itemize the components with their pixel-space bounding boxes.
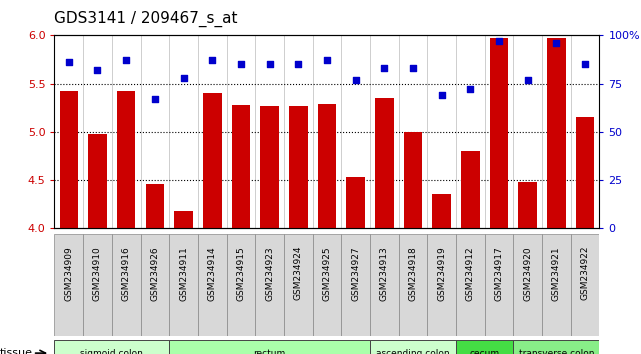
Bar [174, 211, 193, 228]
Bar [140, 234, 169, 336]
Point [408, 65, 418, 71]
Text: GSM234912: GSM234912 [466, 246, 475, 301]
Bar [346, 177, 365, 228]
Bar [284, 234, 313, 336]
Text: GSM234909: GSM234909 [64, 246, 73, 301]
Text: GSM234915: GSM234915 [237, 246, 246, 301]
Bar [54, 340, 169, 354]
Text: GSM234925: GSM234925 [322, 246, 331, 301]
Bar [169, 234, 198, 336]
Bar [313, 234, 341, 336]
Bar [519, 182, 537, 228]
Point [379, 65, 389, 71]
Point [580, 62, 590, 67]
Text: GSM234913: GSM234913 [379, 246, 388, 301]
Bar [88, 134, 107, 228]
Text: transverse colon: transverse colon [519, 349, 594, 354]
Bar [341, 234, 370, 336]
Point [207, 58, 217, 63]
Bar [428, 234, 456, 336]
Bar [375, 98, 394, 228]
Bar [490, 38, 508, 228]
Bar [576, 118, 594, 228]
Text: GSM234921: GSM234921 [552, 246, 561, 301]
Point [293, 62, 303, 67]
Bar [432, 194, 451, 228]
Point [178, 75, 188, 81]
Text: GSM234918: GSM234918 [408, 246, 417, 301]
Bar [370, 234, 399, 336]
Bar [54, 234, 83, 336]
Bar [169, 340, 370, 354]
Text: ascending colon: ascending colon [376, 349, 450, 354]
Text: GSM234920: GSM234920 [523, 246, 532, 301]
Point [322, 58, 332, 63]
Text: GSM234924: GSM234924 [294, 246, 303, 301]
Bar [117, 91, 135, 228]
Bar [60, 91, 78, 228]
Text: GSM234917: GSM234917 [494, 246, 503, 301]
Text: GSM234926: GSM234926 [151, 246, 160, 301]
Bar [198, 234, 226, 336]
Bar [456, 340, 513, 354]
Point [437, 92, 447, 98]
Bar [146, 184, 164, 228]
Bar [513, 234, 542, 336]
Bar [547, 38, 565, 228]
Bar [513, 340, 599, 354]
Text: GSM234922: GSM234922 [581, 246, 590, 301]
Point [236, 62, 246, 67]
Bar [317, 104, 337, 228]
Bar [289, 106, 308, 228]
Bar [542, 234, 570, 336]
Text: GSM234914: GSM234914 [208, 246, 217, 301]
Bar [255, 234, 284, 336]
Bar [461, 151, 479, 228]
Bar [404, 132, 422, 228]
Text: sigmoid colon: sigmoid colon [80, 349, 144, 354]
Point [63, 59, 74, 65]
Bar [112, 234, 140, 336]
Point [494, 38, 504, 44]
Text: cecum: cecum [470, 349, 500, 354]
Text: GDS3141 / 209467_s_at: GDS3141 / 209467_s_at [54, 11, 238, 27]
Point [351, 77, 361, 82]
Bar [203, 93, 222, 228]
Bar [226, 234, 255, 336]
Bar [231, 105, 250, 228]
Text: GSM234927: GSM234927 [351, 246, 360, 301]
Text: GSM234919: GSM234919 [437, 246, 446, 301]
Point [265, 62, 275, 67]
Bar [370, 340, 456, 354]
Bar [570, 234, 599, 336]
Text: tissue: tissue [0, 348, 33, 354]
Point [522, 77, 533, 82]
Point [465, 87, 476, 92]
Text: GSM234910: GSM234910 [93, 246, 102, 301]
Text: GSM234916: GSM234916 [122, 246, 131, 301]
Point [92, 67, 103, 73]
Point [121, 58, 131, 63]
Bar [260, 106, 279, 228]
Bar [456, 234, 485, 336]
Text: GSM234923: GSM234923 [265, 246, 274, 301]
Text: rectum: rectum [253, 349, 286, 354]
Bar [83, 234, 112, 336]
Text: GSM234911: GSM234911 [179, 246, 188, 301]
Point [150, 96, 160, 102]
Bar [485, 234, 513, 336]
Bar [399, 234, 428, 336]
Point [551, 40, 562, 46]
